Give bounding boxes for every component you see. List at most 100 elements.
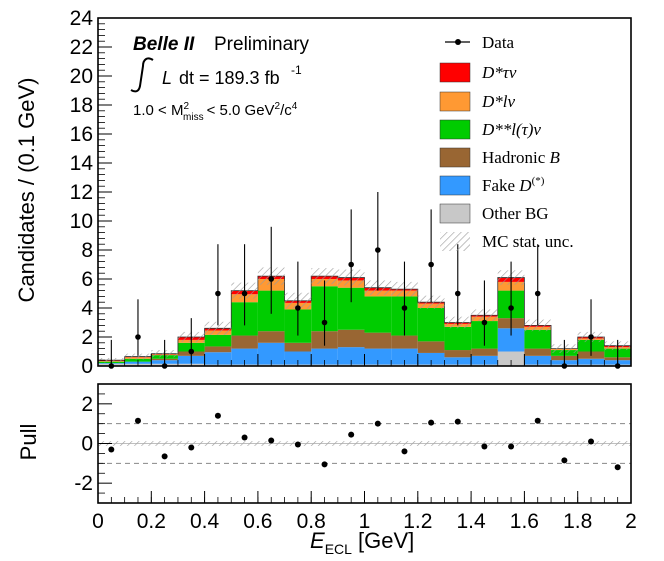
y-tick-label-16: 16	[70, 123, 93, 146]
experiment-label: Belle II	[133, 34, 195, 55]
bar-hadronic-b-bin-11	[391, 335, 418, 349]
pull-point-12	[428, 419, 435, 426]
pull-point-7	[294, 441, 301, 448]
pull-point-18	[588, 438, 595, 445]
bar-fake-d--bin-6	[257, 342, 285, 365]
pull-point-10	[374, 420, 381, 427]
legend-entry-mc-unc: MC stat. unc.	[440, 232, 574, 251]
y-tick-label-18: 18	[70, 94, 93, 117]
y-tick-label-8: 8	[81, 239, 93, 262]
x-tick-label-1.4: 1.4	[456, 510, 486, 533]
data-point-11	[401, 305, 408, 311]
legend-label-fake-d: Fake D(*)	[482, 175, 545, 195]
bar-fake-d--bin-9	[337, 347, 365, 365]
legend-label-data: Data	[482, 33, 515, 52]
x-tick-label-2: 2	[625, 510, 637, 533]
legend-label-other-bg: Other BG	[482, 204, 549, 223]
bar-fake-d--bin-12	[417, 352, 445, 365]
bar-hadronic-b-bin-14	[471, 348, 498, 356]
data-point-7	[295, 305, 301, 311]
lumi-L: L	[162, 68, 172, 88]
legend-swatch-dtaunu	[439, 62, 471, 83]
data-point-6	[268, 276, 275, 282]
bar-hadronic-b-bin-7	[284, 342, 312, 352]
cut-label: 1.0 < M2 miss < 5.0 GeV2/c4	[133, 101, 298, 123]
legend-entry-hadronic-b: Hadronic B	[439, 147, 561, 168]
legend-swatch-hadronic-b	[439, 147, 471, 168]
x-tick-label-0.6: 0.6	[243, 510, 272, 533]
bar-d-l-tau-nu-bin-10	[364, 296, 392, 333]
bar-d-l-tau-nu-bin-12	[417, 308, 445, 342]
pull-point-15	[508, 443, 515, 450]
pull-point-3	[188, 444, 195, 451]
bar-fake-d--bin-4	[204, 352, 232, 365]
integral-sign-icon	[130, 57, 154, 93]
bar-fake-d--bin-15	[497, 328, 525, 352]
data-point-1	[135, 334, 141, 340]
pull-point-8	[321, 461, 328, 468]
bar-d-l-tau-nu-bin-13	[444, 326, 472, 351]
bar-hadronic-b-bin-12	[417, 341, 445, 353]
bar-fake-d--bin-10	[364, 348, 392, 365]
y-tick-label-24: 24	[70, 7, 94, 30]
y-tick-label-14: 14	[70, 152, 94, 175]
mc-unc-bin-8	[311, 268, 338, 285]
legend-swatch-mc-unc	[440, 232, 470, 251]
pull-point-13	[454, 418, 461, 425]
legend-swatch-other-bg	[439, 203, 471, 224]
legend-swatch-dss	[439, 119, 471, 140]
data-points	[108, 192, 621, 369]
mc-unc-bin-1	[124, 353, 152, 360]
bar-d-l-tau-nu-bin-16	[524, 329, 552, 349]
x-tick-label-1.6: 1.6	[510, 510, 539, 533]
x-tick-label-0.8: 0.8	[297, 510, 326, 533]
data-point-3	[188, 348, 195, 355]
data-point-9	[348, 261, 354, 268]
pull-y-tick-label-2: 2	[81, 393, 93, 416]
pull-point-19	[614, 464, 621, 471]
legend: Data D*τν D*lν D**l(τ)ν Hadronic B Fake …	[439, 33, 574, 251]
legend-entry-fake-d: Fake D(*)	[439, 175, 545, 196]
lumi-value: dt = 189.3 fb	[179, 68, 280, 88]
x-axis-title: EECL [GeV]	[310, 528, 414, 557]
legend-swatch-fake-d	[439, 175, 471, 196]
pull-point-16	[534, 417, 541, 424]
legend-data-marker-icon	[455, 39, 461, 45]
y-tick-label-6: 6	[81, 268, 93, 291]
data-point-4	[215, 290, 221, 297]
data-point-18	[588, 334, 594, 340]
pull-panel: -2 0 2 0 0.2 0.4 0.6 0.8 1 1.2 1.4 1.6 1.8 2 Pull	[16, 383, 637, 533]
data-point-13	[454, 290, 461, 297]
bar-d-l-tau-nu-bin-4	[204, 334, 232, 347]
data-point-12	[428, 261, 434, 268]
pull-point-17	[561, 457, 568, 464]
bar-fake-d--bin-11	[391, 348, 418, 365]
pull-point-5	[241, 434, 248, 441]
lumi-exponent: -1	[291, 63, 302, 77]
x-tick-label-0: 0	[92, 510, 104, 533]
pull-point-6	[268, 437, 275, 444]
y-tick-label-4: 4	[81, 297, 93, 320]
mc-unc-bin-16	[524, 319, 552, 332]
x-tick-label-1.8: 1.8	[563, 510, 592, 533]
pull-point-2	[161, 453, 168, 460]
data-point-8	[321, 319, 328, 326]
y-tick-label-12: 12	[70, 181, 93, 204]
pull-point-11	[401, 448, 408, 455]
x-tick-label-0.4: 0.4	[190, 510, 220, 533]
bar-fake-d--bin-7	[284, 351, 312, 365]
y-tick-label-2: 2	[81, 326, 93, 349]
x-tick-label-1: 1	[359, 510, 371, 533]
legend-swatch-dlnu	[439, 91, 471, 112]
y-tick-label-0: 0	[81, 355, 93, 378]
bar-fake-d--bin-5	[231, 348, 258, 365]
pull-point-4	[214, 412, 221, 419]
legend-label-dlnu: D*lν	[481, 92, 516, 111]
pull-points	[108, 412, 621, 471]
bar-hadronic-b-bin-16	[524, 348, 552, 356]
bar-hadronic-b-bin-9	[337, 329, 365, 348]
bar-hadronic-b-bin-10	[364, 332, 392, 349]
pull-point-9	[348, 431, 355, 438]
